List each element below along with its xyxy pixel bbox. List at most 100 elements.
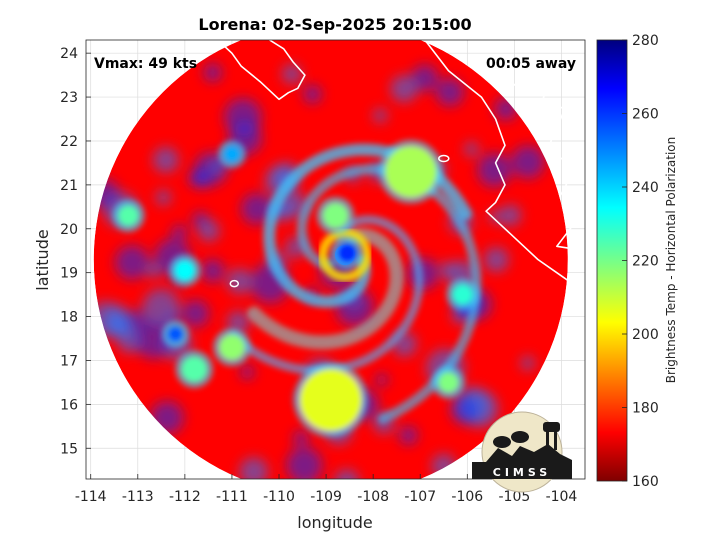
cloud-blob xyxy=(372,108,388,123)
y-tick-label: 18 xyxy=(60,310,78,326)
x-tick-label: -105 xyxy=(498,489,530,505)
cell-core xyxy=(167,326,184,342)
cell-core xyxy=(322,202,349,229)
x-tick-label: -106 xyxy=(451,489,483,505)
cloud-blob xyxy=(239,457,269,479)
y-tick-label: 17 xyxy=(60,353,78,369)
axes-frame xyxy=(85,39,586,480)
cloud-blob xyxy=(182,299,210,328)
cloud-blob xyxy=(303,84,322,104)
coastline-mainland xyxy=(424,40,585,296)
isla-socorro xyxy=(229,279,240,288)
cloud-blob xyxy=(334,469,360,479)
cloud-blob xyxy=(464,142,479,157)
x-tick-label: -113 xyxy=(122,489,154,505)
colorbar-tick-label: 160 xyxy=(632,474,659,490)
cloud-blob xyxy=(440,261,456,278)
y-axis: 15 16 17 18 19 20 21 22 23 24 xyxy=(60,46,91,457)
cell-core xyxy=(384,145,437,198)
x-axis: -114 -113 -112 -111 -110 -109 -108 -107 -106 -105… xyxy=(75,474,578,505)
colorbar-tick-label: 180 xyxy=(632,401,659,417)
x-tick-label: -109 xyxy=(310,489,342,505)
cloud-blob xyxy=(203,63,222,82)
convective-cells xyxy=(111,139,480,438)
cloud-blob xyxy=(109,315,134,340)
cell-core xyxy=(174,260,196,281)
cloud-blob xyxy=(477,152,512,187)
cloud-blob xyxy=(494,97,518,121)
cloud-blob xyxy=(150,401,184,435)
cloud-blob xyxy=(411,64,439,92)
cloud-blob xyxy=(171,224,187,241)
y-tick-label: 16 xyxy=(60,397,78,413)
cell-core xyxy=(336,242,358,264)
y-axis-label: latitude xyxy=(33,229,52,290)
cloud-blob xyxy=(375,373,389,387)
cloud-blob xyxy=(286,447,323,479)
cloud-blob xyxy=(281,64,302,84)
brightness-temp-image xyxy=(93,40,568,479)
cloud-blob xyxy=(93,178,120,209)
spiral-band xyxy=(247,228,404,350)
y-tick-label: 15 xyxy=(60,441,78,457)
colorbar-tick-label: 220 xyxy=(632,254,659,270)
x-tick-label: -107 xyxy=(404,489,436,505)
chart-title: Lorena: 02-Sep-2025 20:15:00 xyxy=(198,15,471,34)
colorbar-tick-label: 280 xyxy=(632,33,659,49)
spiral-band xyxy=(263,143,473,308)
cloud-blob xyxy=(435,78,464,107)
x-tick-label: -110 xyxy=(263,489,295,505)
y-tick-label: 20 xyxy=(60,222,78,238)
colorbar-tick-label: 200 xyxy=(632,327,659,343)
cloud-blob xyxy=(520,356,535,371)
cloud-blob xyxy=(226,268,253,295)
cloud-blob xyxy=(115,245,150,280)
x-tick-label: -104 xyxy=(546,489,578,505)
colorbar-ticks: 160 180 200 220 240 260 280 xyxy=(622,33,659,490)
cloud-blob xyxy=(241,193,273,225)
cell-core xyxy=(438,372,459,393)
cloud-blob xyxy=(499,204,522,227)
y-tick-label: 23 xyxy=(60,90,78,106)
cloud-blob xyxy=(152,147,179,173)
colorbar-tick-label: 240 xyxy=(632,180,659,196)
cloud-blob xyxy=(483,247,509,273)
cimss-logo: CIMSS xyxy=(472,411,572,493)
cloud-blob xyxy=(511,145,545,179)
coastline xyxy=(217,40,585,296)
x-tick-label: -111 xyxy=(216,489,248,505)
state-borders xyxy=(509,69,585,252)
cloud-blob xyxy=(201,259,225,283)
islas-marias xyxy=(438,154,450,163)
cloud-blob xyxy=(399,426,418,445)
cloud-blob xyxy=(155,189,172,206)
cloud-blob xyxy=(431,453,456,479)
eyewall-ring xyxy=(318,228,372,282)
cell-core xyxy=(181,356,208,383)
x-tick-label: -114 xyxy=(75,489,107,505)
colorbar-tick-label: 260 xyxy=(632,107,659,123)
time-offset-annotation: 00:05 away xyxy=(486,56,576,72)
cloud-blob xyxy=(390,75,418,103)
coastline-baja xyxy=(217,40,306,101)
y-tick-label: 19 xyxy=(60,266,78,282)
cloud-blob xyxy=(488,210,502,224)
y-tick-label: 24 xyxy=(60,46,78,62)
cimss-logo-text: CIMSS xyxy=(493,466,551,479)
colorbar-label: Brightness Temp - Horizontal Polarizatio… xyxy=(664,137,678,384)
cloud-blob xyxy=(450,395,480,425)
x-tick-label: -112 xyxy=(169,489,201,505)
cell-core xyxy=(117,205,139,227)
cloud-blob xyxy=(240,364,255,380)
cell-core xyxy=(299,368,362,432)
y-tick-label: 21 xyxy=(60,178,78,194)
x-tick-label: -108 xyxy=(357,489,389,505)
x-axis-label: longitude xyxy=(297,513,372,532)
colorbar: 160 180 200 220 240 260 280 Brightness Temp - … xyxy=(596,33,678,490)
y-tick-label: 22 xyxy=(60,134,78,150)
cell-core xyxy=(452,284,474,306)
cloud-blob xyxy=(293,430,309,447)
cloud-blob xyxy=(188,171,203,186)
cell-core xyxy=(218,334,245,361)
